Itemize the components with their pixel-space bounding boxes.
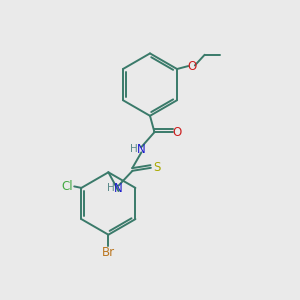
Text: S: S (153, 161, 160, 174)
Text: H: H (130, 144, 137, 154)
Text: Cl: Cl (61, 180, 73, 193)
Text: O: O (173, 126, 182, 139)
Text: Br: Br (102, 246, 115, 259)
Text: N: N (137, 143, 146, 156)
Text: O: O (187, 59, 196, 73)
Text: N: N (114, 182, 123, 194)
Text: H: H (107, 183, 115, 193)
